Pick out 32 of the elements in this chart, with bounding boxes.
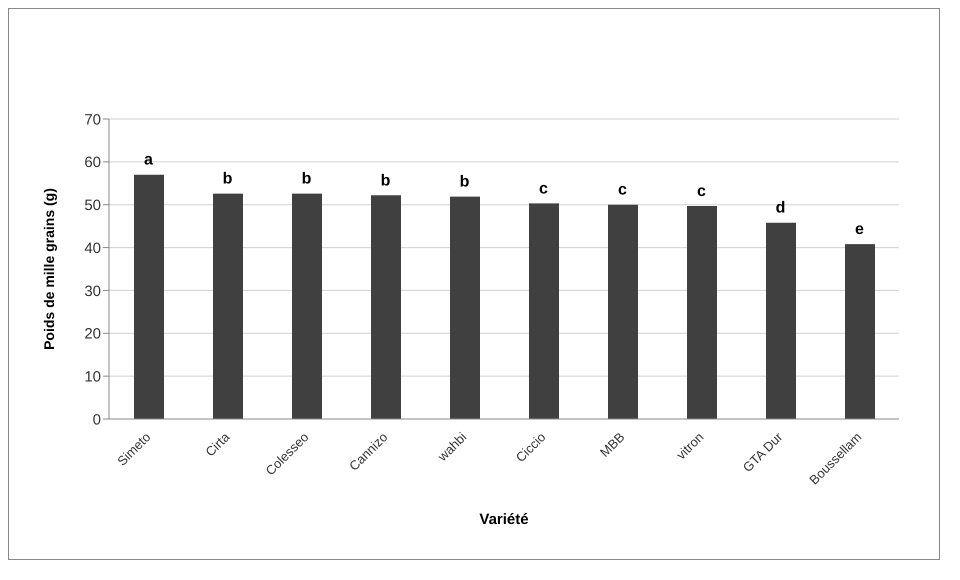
y-tick-label: 30 (84, 282, 101, 300)
y-tick-label: 50 (84, 197, 101, 214)
y-tick-label: 60 (84, 154, 101, 172)
annotation: e (855, 221, 864, 238)
bar (845, 244, 875, 419)
y-tick-label: 70 (84, 111, 101, 128)
bar (450, 196, 480, 419)
x-axis-title: Variété (479, 511, 529, 528)
y-axis-title: Poids de mille grains (g) (40, 188, 57, 350)
y-tick-label: 20 (84, 326, 101, 343)
bar (371, 195, 401, 419)
annotation: b (302, 170, 312, 188)
bar (529, 203, 559, 419)
bar (134, 174, 164, 419)
y-tick-label: 0 (92, 411, 101, 428)
annotation: a (144, 152, 154, 169)
bar (292, 194, 322, 419)
annotation: c (618, 182, 628, 199)
x-tick-label: GTA Dur (740, 428, 786, 476)
annotation: c (539, 180, 548, 198)
bar (608, 204, 638, 419)
bar (766, 222, 796, 419)
annotation: b (460, 174, 470, 191)
annotation: b (222, 170, 233, 188)
y-tick-label: 40 (84, 240, 101, 257)
annotation: b (380, 172, 391, 190)
x-tick-label: Cirta (202, 428, 233, 460)
bar (687, 206, 717, 419)
y-tick-label: 10 (84, 368, 101, 386)
annotation: c (697, 183, 706, 200)
bar (213, 194, 243, 419)
annotation: d (776, 200, 786, 217)
